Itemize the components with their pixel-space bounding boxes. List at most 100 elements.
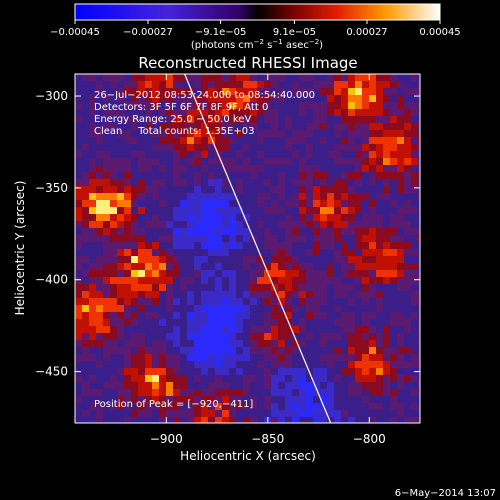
heatmap-cell [131, 361, 138, 368]
heatmap-cell [117, 109, 124, 116]
heatmap-cell [215, 270, 222, 277]
heatmap-cell [334, 214, 341, 221]
heatmap-cell [229, 375, 236, 382]
heatmap-cell [348, 277, 355, 284]
heatmap-cell [404, 228, 411, 235]
heatmap-cell [75, 242, 82, 249]
heatmap-cell [117, 326, 124, 333]
heatmap-cell [334, 403, 341, 410]
heatmap-cell [369, 270, 376, 277]
heatmap-cell [159, 263, 166, 270]
heatmap-cell [306, 228, 313, 235]
heatmap-cell [194, 130, 201, 137]
heatmap-cell [390, 305, 397, 312]
heatmap-cell [271, 123, 278, 130]
heatmap-cell [397, 151, 404, 158]
heatmap-cell [285, 403, 292, 410]
heatmap-cell [348, 130, 355, 137]
heatmap-cell [285, 81, 292, 88]
heatmap-cell [376, 319, 383, 326]
heatmap-cell [327, 333, 334, 340]
heatmap-cell [264, 102, 271, 109]
heatmap-cell [397, 144, 404, 151]
heatmap-cell [376, 347, 383, 354]
heatmap-cell [264, 375, 271, 382]
heatmap-cell [257, 235, 264, 242]
heatmap-cell [103, 403, 110, 410]
heatmap-cell [110, 74, 117, 81]
heatmap-cell [103, 340, 110, 347]
heatmap-cell [404, 389, 411, 396]
heatmap-cell [159, 417, 166, 423]
heatmap-cell [208, 270, 215, 277]
heatmap-cell [96, 347, 103, 354]
heatmap-cell [187, 298, 194, 305]
heatmap-cell [355, 305, 362, 312]
heatmap-cell [271, 179, 278, 186]
heatmap-cell [257, 284, 264, 291]
heatmap-cell [285, 298, 292, 305]
heatmap-cell [299, 116, 306, 123]
heatmap-cell [383, 130, 390, 137]
heatmap-cell [306, 284, 313, 291]
heatmap-cell [369, 207, 376, 214]
heatmap-cell [292, 200, 299, 207]
heatmap-cell [194, 179, 201, 186]
heatmap-cell [278, 305, 285, 312]
heatmap-cell [250, 123, 257, 130]
heatmap-cell [383, 382, 390, 389]
heatmap-cell [313, 88, 320, 95]
heatmap-cell [418, 347, 420, 354]
heatmap-cell [236, 235, 243, 242]
heatmap-cell [131, 116, 138, 123]
heatmap-cell [187, 270, 194, 277]
heatmap-cell [159, 361, 166, 368]
heatmap-cell [131, 95, 138, 102]
heatmap-cell [418, 410, 420, 417]
heatmap-cell [362, 361, 369, 368]
heatmap-cell [243, 410, 250, 417]
heatmap-cell [404, 256, 411, 263]
heatmap-cell [390, 214, 397, 221]
heatmap-cell [257, 179, 264, 186]
heatmap-cell [390, 284, 397, 291]
heatmap-cell [166, 333, 173, 340]
heatmap-cell [110, 179, 117, 186]
heatmap-cell [257, 81, 264, 88]
heatmap-cell [173, 291, 180, 298]
heatmap-cell [418, 165, 420, 172]
heatmap-cell [75, 305, 82, 312]
heatmap-cell [264, 284, 271, 291]
heatmap-cell [362, 221, 369, 228]
heatmap-cell [236, 130, 243, 137]
heatmap-cell [180, 200, 187, 207]
heatmap-cell [257, 312, 264, 319]
heatmap-cell [348, 235, 355, 242]
heatmap-cell [229, 354, 236, 361]
heatmap-cell [418, 284, 420, 291]
heatmap-cell [299, 179, 306, 186]
heatmap-cell [166, 165, 173, 172]
heatmap-cell [180, 326, 187, 333]
heatmap-cell [348, 102, 355, 109]
heatmap-cell [229, 410, 236, 417]
heatmap-cell [334, 312, 341, 319]
heatmap-cell [404, 410, 411, 417]
heatmap-cell [313, 200, 320, 207]
heatmap-cell [96, 74, 103, 81]
heatmap-cell [250, 200, 257, 207]
heatmap-cell [257, 403, 264, 410]
heatmap-cell [418, 109, 420, 116]
heatmap-cell [292, 193, 299, 200]
heatmap-cell [173, 326, 180, 333]
heatmap-cell [264, 186, 271, 193]
heatmap-cell [390, 347, 397, 354]
heatmap-cell [159, 221, 166, 228]
heatmap-cell [229, 333, 236, 340]
heatmap-cell [145, 312, 152, 319]
heatmap-cell [292, 151, 299, 158]
heatmap-cell [222, 221, 229, 228]
heatmap-cell [320, 242, 327, 249]
heatmap-cell [306, 74, 313, 81]
heatmap-cell [250, 221, 257, 228]
